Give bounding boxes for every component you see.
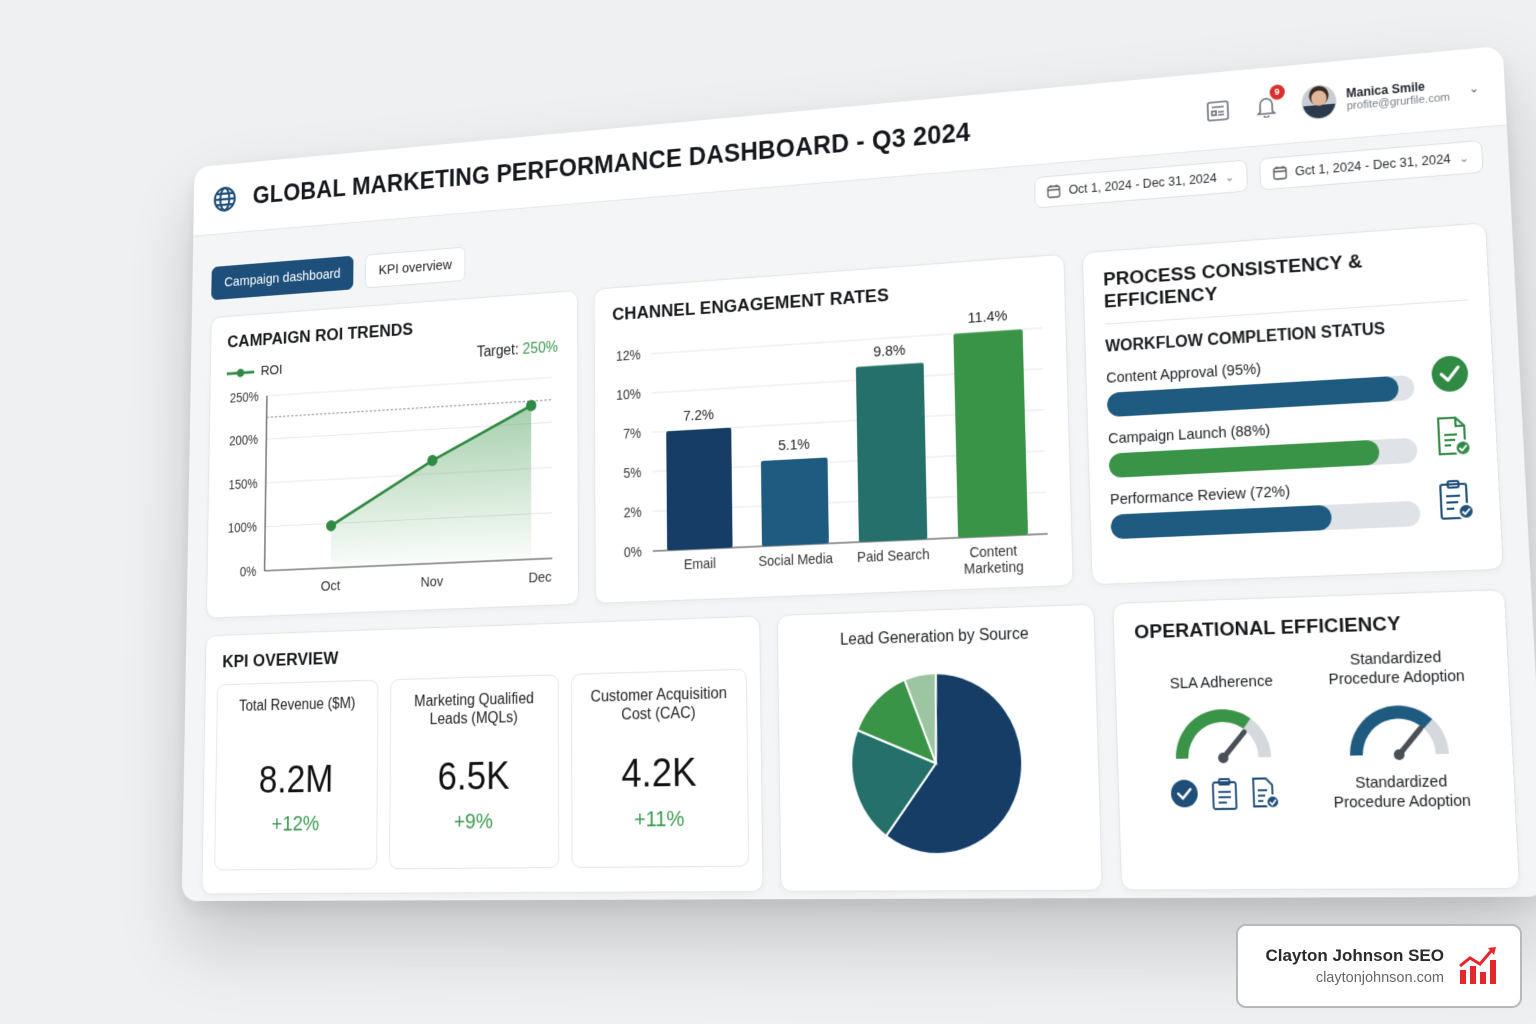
card-title: OPERATIONAL EFFICIENCY [1133,612,1402,644]
workflow-row: Performance Review (72%) [1110,475,1479,540]
svg-text:0%: 0% [240,564,257,579]
calendar-icon [1272,165,1287,180]
engagement-bar-chart: 0% 2% 5% 7% 10% 12% 7.2% Email 5.1% Social Media 9… [616,308,1059,577]
gauge-label: Standardized Procedure Adoption [1328,649,1466,689]
svg-text:Oct: Oct [321,579,341,595]
workflow-row: Campaign Launch (88%) [1108,411,1476,479]
watermark-name: Clayton Johnson SEO [1265,946,1444,965]
svg-text:11.4%: 11.4% [968,308,1008,327]
svg-text:200%: 200% [229,433,258,449]
gauge-label: SLA Adherence [1169,672,1274,693]
kpi-value: 4.2K [621,750,697,796]
kpi-label: Customer Acquisition Cost (CAC) [590,685,728,724]
clipboard-check-icon [1434,478,1479,522]
tab-kpi-overview[interactable]: KPI overview [365,246,466,289]
roi-trends-card: CAMPAIGN ROI TRENDS ROI Target: 250% 0% 1… [206,289,579,619]
legend-label: ROI [260,361,283,379]
kpi-label: Total Revenue ($M) [238,695,356,715]
svg-text:Nov: Nov [420,574,443,590]
kpi-delta: +11% [633,805,685,832]
dashboard-window: GLOBAL MARKETING PERFORMANCE DASHBOARD -… [181,45,1536,902]
notifications-button[interactable]: 9 [1252,83,1285,120]
card-title: KPI OVERVIEW [222,648,339,673]
target-value: 250% [522,339,559,358]
kpi-tile-revenue[interactable]: Total Revenue ($M) 8.2M +12% [214,679,379,871]
tab-campaign-dashboard[interactable]: Campaign dashboard [211,255,354,301]
gauge-caption: Standardized Procedure Adoption [1333,773,1472,812]
svg-text:Paid Search: Paid Search [857,547,930,565]
card-title: Lead Generation by Source [839,625,1029,649]
news-button[interactable] [1204,96,1231,124]
lead-generation-card: Lead Generation by Source [776,603,1103,893]
svg-text:7.2%: 7.2% [683,407,714,425]
news-icon [1206,100,1229,122]
date-range-picker-1[interactable]: Oct 1, 2024 - Dec 31, 2024 ⌄ [1034,159,1248,209]
date-range-label: Oct 1, 2024 - Dec 31, 2024 [1068,170,1218,197]
svg-text:100%: 100% [228,520,257,536]
svg-text:7%: 7% [623,426,641,442]
growth-chart-icon [1459,947,1496,984]
tab-bar: Campaign dashboard KPI overview [211,246,466,301]
channel-engagement-card: CHANNEL ENGAGEMENT RATES 0% 2% 5% 7% 10% 12% 7… [593,253,1074,604]
chevron-down-icon: ⌄ [1458,151,1470,165]
chevron-down-icon: ⌄ [1224,171,1235,184]
gauge-sla-adherence: SLA Adherence [1143,650,1304,815]
svg-text:2%: 2% [624,505,642,521]
bottom-row: KPI OVERVIEW Total Revenue ($M) 8.2M +12… [201,588,1521,895]
section-subtitle: WORKFLOW COMPLETION STATUS [1105,320,1386,356]
avatar [1300,82,1337,121]
kpi-delta: +12% [271,810,320,836]
roi-line-chart: 0% 100% 150% 200% 250% Oct Nov Dec [228,367,565,595]
dashboard-grid: CAMPAIGN ROI TRENDS ROI Target: 250% 0% 1… [201,222,1521,895]
svg-text:Marketing: Marketing [964,559,1024,577]
kpi-value: 6.5K [437,754,510,799]
clipboard-icon [1211,778,1239,810]
globe-icon [213,184,237,213]
svg-text:12%: 12% [616,348,641,364]
progress-bar [1110,500,1421,540]
svg-text:0%: 0% [624,545,642,561]
date-range-picker-2[interactable]: Gct 1, 2024 - Dec 31, 2024 ⌄ [1258,139,1484,191]
svg-text:9.8%: 9.8% [873,342,905,360]
svg-text:Dec: Dec [528,570,551,587]
check-circle-icon [1171,779,1199,808]
svg-text:5%: 5% [623,465,641,481]
gauge-icon [1338,686,1459,764]
watermark-url: claytonjohnson.com [1315,970,1444,986]
svg-text:Email: Email [684,556,716,572]
kpi-tile-cac[interactable]: Customer Acquisition Cost (CAC) 4.2K +11… [571,668,750,868]
gauge-icon [1165,691,1281,767]
notification-badge: 9 [1269,83,1285,100]
svg-text:10%: 10% [616,387,641,403]
watermark-badge[interactable]: Clayton Johnson SEO claytonjohnson.com [1236,924,1522,1008]
operational-efficiency-card: OPERATIONAL EFFICIENCY SLA Adherence [1112,588,1521,891]
legend-line-marker-icon [227,367,255,378]
chevron-down-icon: ⌄ [1468,80,1480,96]
kpi-value: 8.2M [258,758,334,802]
target-label: Target: [476,341,523,361]
svg-text:150%: 150% [228,477,257,493]
workflow-row: Content Approval (95%) [1106,348,1473,418]
user-menu[interactable]: Manica Smile profite@grurfile.com ⌄ [1300,70,1480,121]
document-check-icon [1250,777,1280,809]
card-title: PROCESS CONSISTENCY & EFFICIENCY [1102,243,1468,325]
document-check-icon [1431,415,1476,459]
kpi-label: Marketing Qualified Leads (MQLs) [414,690,534,729]
svg-text:Social Media: Social Media [758,551,833,569]
svg-text:Content: Content [969,543,1017,560]
process-efficiency-card: PROCESS CONSISTENCY & EFFICIENCY WORKFLO… [1081,222,1504,586]
kpi-overview-card: KPI OVERVIEW Total Revenue ($M) 8.2M +12… [201,615,764,895]
kpi-tile-mqls[interactable]: Marketing Qualified Leads (MQLs) 6.5K +9… [389,674,560,870]
calendar-icon [1047,184,1061,199]
subbar: Campaign dashboard KPI overview Oct 1, 2… [192,125,1511,301]
date-range-label: Gct 1, 2024 - Dec 31, 2024 [1294,151,1452,179]
lead-source-pie-chart [838,658,1036,867]
gauge-procedure-adoption: Standardized Procedure Adoption Standard… [1315,645,1484,813]
svg-text:250%: 250% [230,390,259,406]
kpi-delta: +9% [453,808,493,834]
svg-text:5.1%: 5.1% [778,437,810,455]
check-circle-icon [1428,352,1473,396]
